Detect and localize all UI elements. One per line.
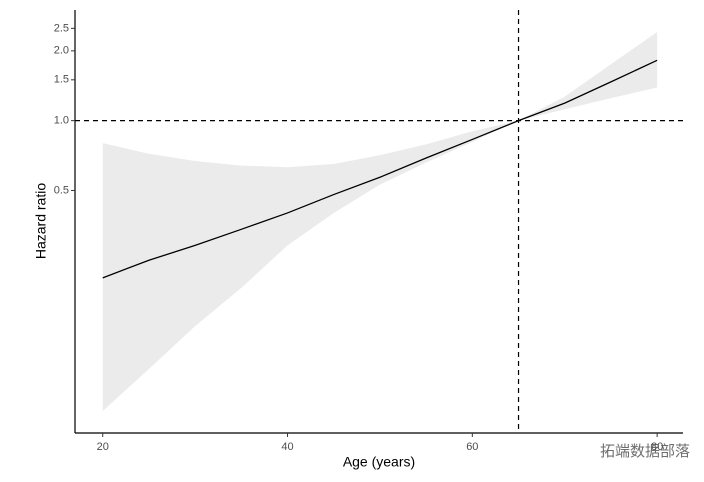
x-tick-label: 20: [97, 441, 109, 453]
x-tick-label: 40: [281, 441, 293, 453]
y-tick-label: 1.5: [54, 74, 69, 86]
y-axis-title: Hazard ratio: [33, 183, 49, 259]
y-tick-label: 1.0: [54, 115, 69, 127]
watermark: 拓端数据部落: [600, 443, 690, 460]
x-tick-label: 60: [466, 441, 478, 453]
x-tick-label: 80: [651, 441, 663, 453]
hazard-line: [102, 59, 658, 279]
y-tick-label: 2.5: [54, 22, 69, 34]
confidence-band: [102, 32, 658, 411]
x-axis-title: Age (years): [343, 454, 415, 470]
y-tick-label: 2.0: [54, 45, 69, 57]
y-tick-label: 0.5: [54, 184, 69, 196]
